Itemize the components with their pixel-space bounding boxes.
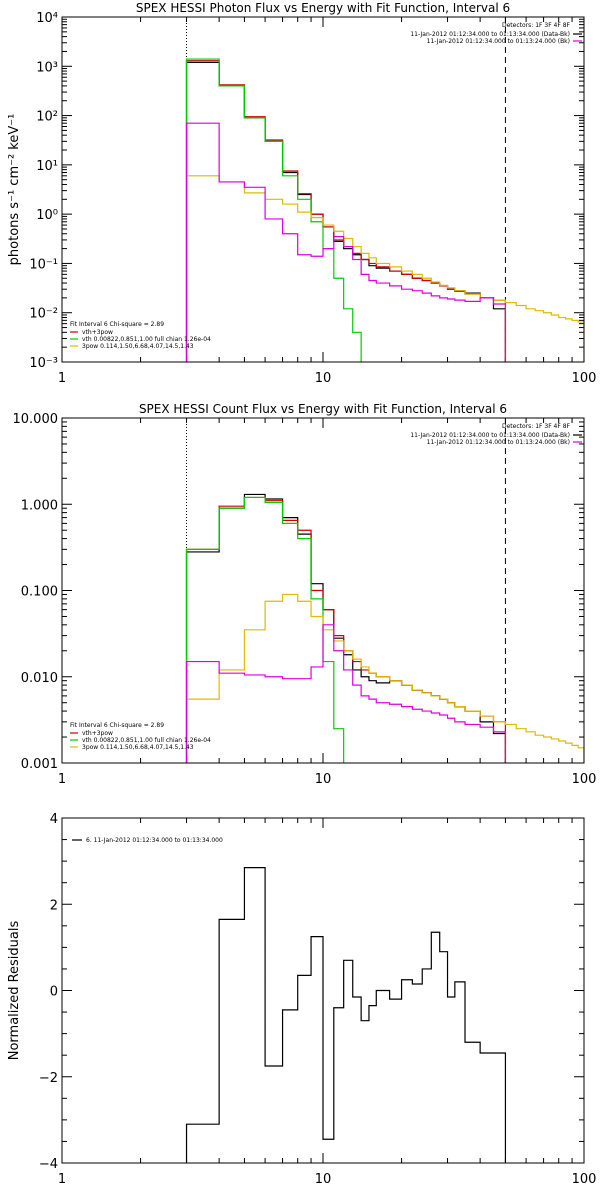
series-group	[185, 493, 584, 763]
x-tick-label: 100	[572, 371, 597, 386]
x-tick-label: 1	[58, 1172, 66, 1187]
series-model_pow	[185, 175, 584, 362]
y-tick-label: 4	[50, 812, 58, 827]
y-tick-label: 1.000	[21, 498, 58, 513]
legend-fit-info: Fit Interval 6 Chi-square = 2.89	[70, 722, 164, 729]
y-tick-label: 10¹	[36, 159, 58, 174]
y-tick-label: 0.001	[21, 757, 58, 772]
y-axis-label: photons s⁻¹ cm⁻² keV⁻¹	[7, 114, 22, 266]
legend-item: 11-Jan-2012 01:12:34.000 to 01:13:24.000…	[427, 439, 570, 446]
panel-3: Normalized Residuals 1 10 100 −4 −2 0 2 4 6. 11-J…	[7, 812, 596, 1187]
x-tick-label: 10	[315, 772, 332, 787]
y-tick-label: 0	[50, 985, 58, 1000]
legend-item: 6. 11-Jan-2012 01:12:34.000 to 01:13:34.…	[86, 837, 223, 844]
legend-item: vth 0.00822,0.851,1.00 full chian 1.26e-…	[82, 737, 211, 744]
series-model_total	[185, 496, 507, 763]
x-tick-label: 1	[58, 371, 66, 386]
series-model_total	[185, 60, 507, 362]
x-tick-label: 100	[572, 1172, 597, 1187]
panel-2: SPEX HESSI Count Flux vs Energy with Fit…	[13, 402, 597, 787]
y-axis-label: Normalized Residuals	[7, 921, 22, 1061]
x-tick-label: 10	[315, 371, 332, 386]
series-model_pow	[185, 593, 584, 763]
series-residuals	[185, 866, 507, 1163]
y-tick-label: 10.000	[13, 412, 59, 427]
series-data	[185, 61, 507, 362]
y-tick-label: 10⁻³	[29, 356, 58, 371]
legend-detectors: Detectors: 1F 3F 4F 8F	[502, 423, 571, 430]
series-group	[185, 58, 584, 362]
series-data	[185, 493, 507, 763]
plot-frame	[61, 16, 585, 363]
y-tick-label: 10³	[36, 60, 58, 75]
legend-detectors: Detectors: 1F 3F 4F 8F	[502, 22, 571, 29]
y-tick-label: 2	[50, 898, 58, 913]
legend-item: vth+3pow	[82, 730, 113, 737]
panel-title: SPEX HESSI Photon Flux vs Energy with Fi…	[136, 1, 510, 15]
series-background	[185, 624, 507, 763]
legend-item: 11-Jan-2012 01:12:34.000 to 01:13:34.000…	[410, 31, 570, 38]
y-tick-label: 0.100	[21, 585, 58, 600]
legend-fit-info: Fit Interval 6 Chi-square = 2.89	[70, 321, 164, 328]
legend-item: 3pow 0.114,1.50,6.68,4.07,14.5,1.43	[82, 343, 194, 350]
legend-item: 11-Jan-2012 01:12:34.000 to 01:13:24.000…	[427, 38, 570, 45]
x-tick-label: 100	[572, 772, 597, 787]
series-background	[185, 122, 507, 362]
legend-item: vth+3pow	[82, 329, 113, 336]
legend-item: 3pow 0.114,1.50,6.68,4.07,14.5,1.43	[82, 744, 194, 751]
series-model_vth	[185, 496, 345, 763]
y-tick-label: 0.010	[21, 671, 58, 686]
series-group	[185, 866, 507, 1163]
legend-item: 11-Jan-2012 01:12:34.000 to 01:13:34.000…	[410, 432, 570, 439]
y-tick-label: 10⁰	[36, 208, 58, 223]
y-tick-label: 10²	[36, 110, 58, 125]
plot-frame	[61, 417, 585, 764]
plot-frame	[61, 817, 585, 1164]
x-tick-label: 1	[58, 772, 66, 787]
panel-1: SPEX HESSI Photon Flux vs Energy with Fi…	[7, 1, 596, 386]
y-tick-label: −4	[39, 1157, 58, 1172]
y-tick-label: 10⁻¹	[29, 257, 58, 272]
panel-title: SPEX HESSI Count Flux vs Energy with Fit…	[139, 402, 507, 416]
legend-item: vth 0.00822,0.851,1.00 full chian 1.26e-…	[82, 336, 211, 343]
y-tick-label: 10⁴	[36, 11, 58, 26]
y-tick-label: −2	[39, 1071, 58, 1086]
series-model_vth	[185, 58, 362, 362]
y-tick-label: 10⁻²	[29, 307, 58, 322]
x-tick-label: 10	[315, 1172, 332, 1187]
